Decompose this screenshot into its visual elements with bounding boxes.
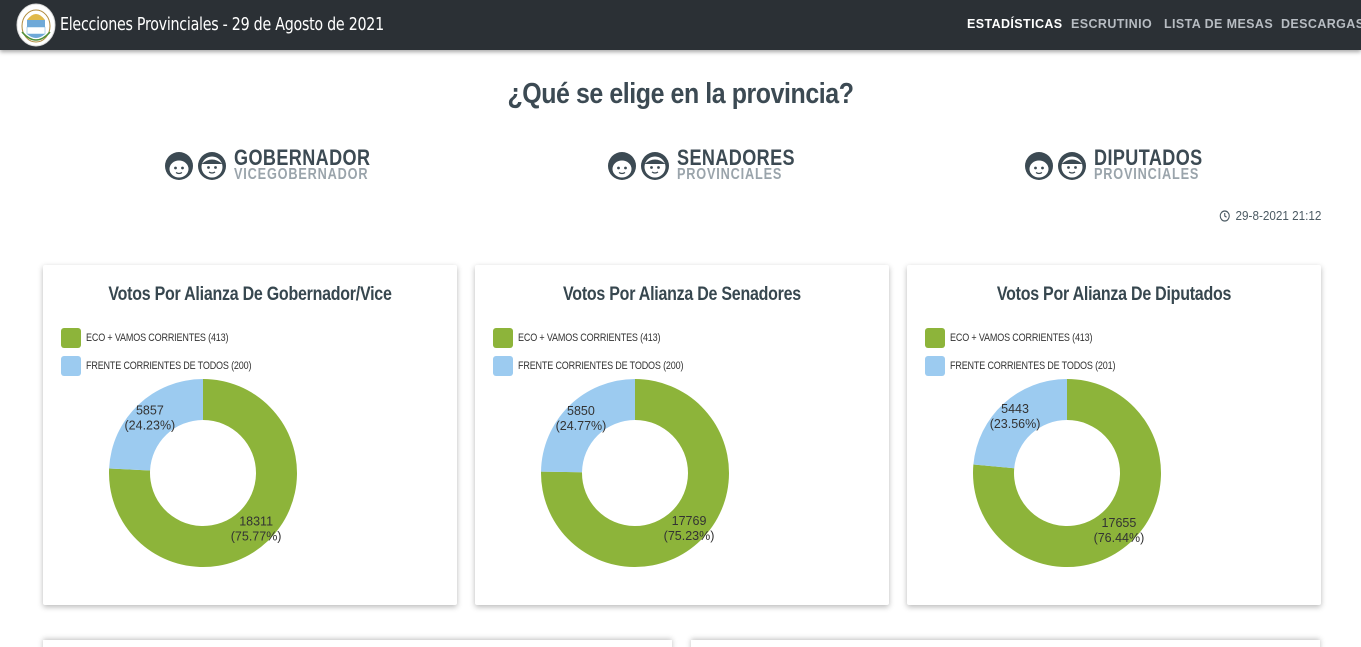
legend-item-frente[interactable]: FRENTE CORRIENTES DE TODOS (201) [925, 356, 1152, 376]
timestamp-text: 29-8-2021 21:12 [1235, 208, 1321, 223]
legend-label: FRENTE CORRIENTES DE TODOS (201) [950, 360, 1116, 372]
legend-label: ECO + VAMOS CORRIENTES (413) [518, 332, 661, 344]
legend-label: FRENTE CORRIENTES DE TODOS (200) [518, 360, 684, 372]
donut-slice[interactable] [541, 379, 729, 567]
top-navbar: Elecciones Provinciales - 29 de Agosto d… [0, 0, 1361, 50]
page-title: ¿Qué se elige en la provincia? [507, 78, 854, 110]
slice-value-label: 5850 (24.77%) [556, 404, 607, 433]
chart-title: Votos Por Alianza De Diputados [996, 283, 1232, 305]
legend-swatch [493, 356, 513, 376]
legend-item-eco[interactable]: ECO + VAMOS CORRIENTES (413) [925, 328, 1124, 348]
candidates-faces-icon [608, 152, 669, 180]
last-update: 29-8-2021 21:12 [1219, 208, 1321, 223]
chart-card-diputados: Votos Por Alianza De Diputados ECO + VAM… [907, 265, 1321, 605]
bottom-card-left [43, 640, 672, 647]
clock-icon [1219, 209, 1230, 222]
donut-chart[interactable]: 17769 (75.23%) 5850 (24.77%) [535, 373, 735, 573]
nav-descargas[interactable]: DESCARGAS [1281, 17, 1361, 31]
candidates-faces-icon [165, 152, 226, 180]
chart-card-gobernador: Votos Por Alianza De Gobernador/Vice ECO… [43, 265, 457, 605]
chart-title: Votos Por Alianza De Gobernador/Vice [108, 283, 392, 305]
donut-slice[interactable] [541, 379, 635, 473]
legend-label: ECO + VAMOS CORRIENTES (413) [950, 332, 1093, 344]
donut-chart[interactable]: 17655 (76.44%) 5443 (23.56%) [967, 373, 1167, 573]
legend-label: FRENTE CORRIENTES DE TODOS (200) [86, 360, 252, 372]
legend-swatch [61, 328, 81, 348]
provincial-seal-logo[interactable] [16, 2, 56, 48]
chart-card-senadores: Votos Por Alianza De Senadores ECO + VAM… [475, 265, 889, 605]
slice-value-label: 5857 (24.23%) [125, 403, 176, 432]
office-title: DIPUTADOS [1094, 145, 1203, 170]
legend-swatch [61, 356, 81, 376]
donut-slice[interactable] [109, 379, 297, 567]
donut-slice[interactable] [973, 379, 1067, 469]
office-title: SENADORES [677, 145, 795, 170]
chart-title: Votos Por Alianza De Senadores [563, 283, 801, 305]
bottom-card-right [691, 640, 1320, 647]
legend-item-eco[interactable]: ECO + VAMOS CORRIENTES (413) [493, 328, 692, 348]
donut-slice[interactable] [973, 379, 1161, 567]
office-subtitle: PROVINCIALES [677, 166, 783, 183]
legend-item-frente[interactable]: FRENTE CORRIENTES DE TODOS (200) [493, 356, 720, 376]
donut-slice[interactable] [109, 379, 203, 471]
slice-value-label: 17769 (75.23%) [664, 514, 715, 543]
donut-chart[interactable]: 18311 (75.77%) 5857 (24.23%) [103, 373, 303, 573]
slice-value-label: 17655 (76.44%) [1094, 516, 1145, 545]
slice-value-label: 18311 (75.77%) [231, 515, 282, 544]
nav-lista-de-mesas[interactable]: LISTA DE MESAS [1164, 17, 1274, 31]
legend-swatch [925, 356, 945, 376]
candidates-faces-icon [1025, 152, 1086, 180]
office-subtitle: VICEGOBERNADOR [234, 166, 369, 183]
legend-swatch [925, 328, 945, 348]
legend-item-frente[interactable]: FRENTE CORRIENTES DE TODOS (200) [61, 356, 288, 376]
office-title: GOBERNADOR [234, 145, 371, 170]
slice-value-label: 5443 (23.56%) [990, 402, 1041, 431]
legend-swatch [493, 328, 513, 348]
app-title[interactable]: Elecciones Provinciales - 29 de Agosto d… [60, 14, 384, 35]
legend-label: ECO + VAMOS CORRIENTES (413) [86, 332, 229, 344]
legend-item-eco[interactable]: ECO + VAMOS CORRIENTES (413) [61, 328, 260, 348]
nav-estadisticas[interactable]: ESTADÍSTICAS [967, 17, 1063, 31]
nav-escrutinio[interactable]: ESCRUTINIO [1071, 17, 1153, 31]
office-subtitle: PROVINCIALES [1094, 166, 1200, 183]
